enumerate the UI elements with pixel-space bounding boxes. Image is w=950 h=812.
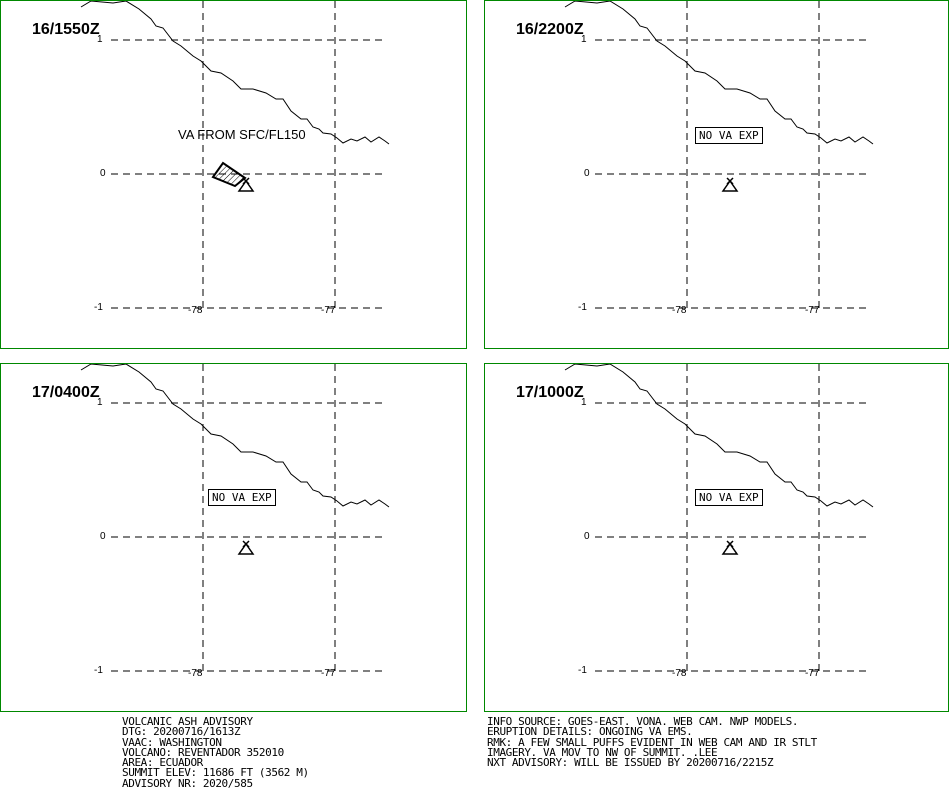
no-ash-label: NO VA EXP [695,127,763,144]
advisory-line: VAAC: WASHINGTON [122,735,222,749]
advisory-line: SUMMIT ELEV: 11686 FT (3562 M) [122,766,309,780]
no-ash-label: NO VA EXP [208,489,276,506]
lon-tick-minus78: -78 [188,668,203,679]
lat-tick-1: 1 [581,34,587,45]
lon-tick-minus77: -77 [805,668,820,679]
map-graphic [564,364,874,672]
lat-tick-1: 1 [97,397,103,408]
lat-tick-1: 1 [97,34,103,45]
advisory-line: DTG: 20200716/1613Z [122,725,241,739]
lon-tick-minus78: -78 [672,668,687,679]
map-graphic [80,364,390,672]
lat-tick-0: 0 [584,531,590,542]
advisory-line: IMAGERY. VA MOV TO NW OF SUMMIT. .LEE [487,745,718,759]
forecast-time: 17/0400Z [32,384,100,401]
coastline [564,1,874,145]
volcano-summit-icon [237,540,255,555]
lat-tick-1: 1 [581,397,587,408]
forecast-panel-4: 17/1000Z 1 0 -1 -78 -77 NO VA EXP [484,363,949,712]
lon-tick-minus78: -78 [188,305,203,316]
volcano-summit-icon [237,177,255,192]
forecast-time: 16/1550Z [32,21,100,38]
forecast-panel-3: 17/0400Z 1 0 -1 -78 -77 NO VA EXP [0,363,467,712]
grid-lines [111,364,386,672]
coastline [564,364,874,508]
coastline [80,364,390,508]
map-graphic [564,1,874,309]
advisory-line: AREA: ECUADOR [122,756,203,770]
grid-lines [595,1,870,309]
lon-tick-minus77: -77 [805,305,820,316]
forecast-panel-1: 16/1550Z 1 0 -1 -78 -77 VA FROM SFC/FL15… [0,0,467,349]
advisory-line: RMK: A FEW SMALL PUFFS EVIDENT IN WEB CA… [487,735,817,749]
advisory-line: VOLCANIC ASH ADVISORY [122,715,253,728]
lon-tick-minus77: -77 [321,305,336,316]
lat-tick-minus1: -1 [94,302,103,313]
advisory-line: ERUPTION DETAILS: ONGOING VA EMS. [487,725,693,739]
advisory-line: INFO SOURCE: GOES-EAST. VONA. WEB CAM. N… [487,715,799,728]
lat-tick-0: 0 [100,168,106,179]
forecast-panel-2: 16/2200Z 1 0 -1 -78 -77 NO VA EXP [484,0,949,349]
advisory-line: VOLCANO: REVENTADOR 352010 [122,745,284,759]
advisory-line: ADVISORY NR: 2020/585 [122,776,253,790]
volcano-summit-icon [721,540,739,555]
no-ash-label: NO VA EXP [695,489,763,506]
forecast-time: 16/2200Z [516,21,584,38]
forecast-time: 17/1000Z [516,384,584,401]
lon-tick-minus78: -78 [672,305,687,316]
lon-tick-minus77: -77 [321,668,336,679]
advisory-header-block: VOLCANIC ASH ADVISORY DTG: 20200716/1613… [122,715,309,790]
map-graphic [80,1,390,309]
grid-lines [595,364,870,672]
lat-tick-minus1: -1 [94,665,103,676]
ash-label: VA FROM SFC/FL150 [178,127,306,142]
lat-tick-0: 0 [100,531,106,542]
grid-lines [111,1,386,309]
coastline [80,1,390,145]
lat-tick-minus1: -1 [578,665,587,676]
ash-cloud-polygon [211,161,247,188]
lat-tick-minus1: -1 [578,302,587,313]
advisory-details-block: INFO SOURCE: GOES-EAST. VONA. WEB CAM. N… [487,715,817,770]
lat-tick-0: 0 [584,168,590,179]
advisory-line: NXT ADVISORY: WILL BE ISSUED BY 20200716… [487,756,774,770]
volcano-summit-icon [721,177,739,192]
